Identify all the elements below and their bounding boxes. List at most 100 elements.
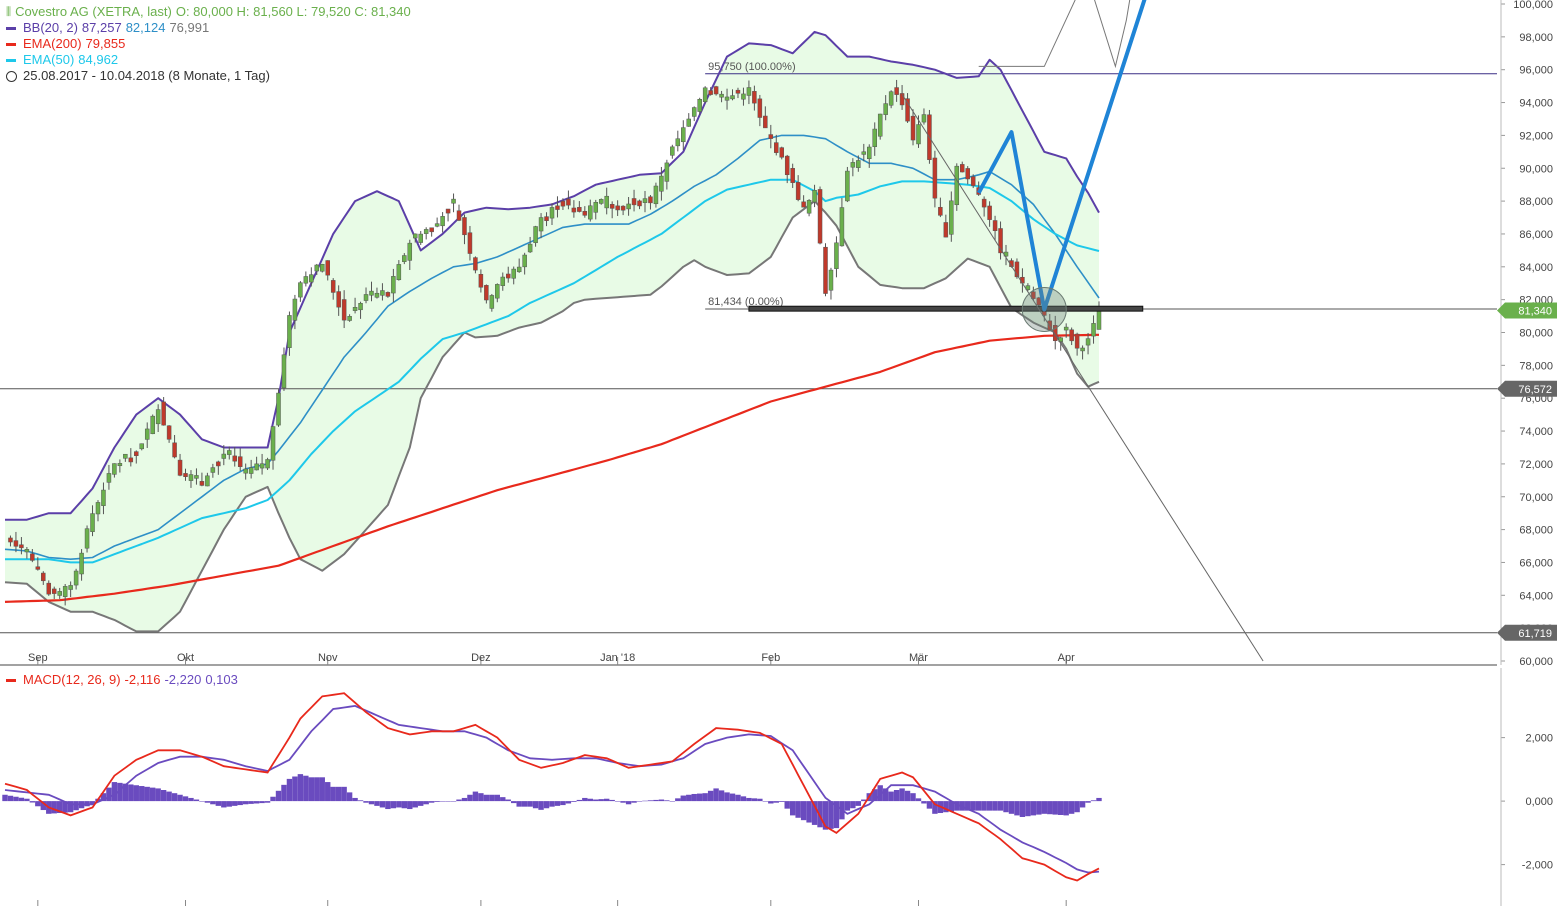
candle-body[interactable] xyxy=(1031,291,1036,299)
candle-body[interactable] xyxy=(216,461,221,467)
candle-body[interactable] xyxy=(13,540,19,547)
candle-body[interactable] xyxy=(150,415,155,435)
candle-body[interactable] xyxy=(527,243,533,253)
candle-body[interactable] xyxy=(828,269,834,291)
legend-ema50-row[interactable]: EMA(50) 84,962 xyxy=(6,52,411,68)
candle-body[interactable] xyxy=(8,537,13,543)
candle-body[interactable] xyxy=(227,450,232,455)
candle-body[interactable] xyxy=(648,196,653,204)
candle-body[interactable] xyxy=(779,147,784,158)
candle-body[interactable] xyxy=(752,91,757,104)
legend-bb-row[interactable]: BB(20, 2) 87,257 82,124 76,991 xyxy=(6,20,411,36)
candle-body[interactable] xyxy=(232,455,237,462)
candle-body[interactable] xyxy=(823,246,828,294)
candle-body[interactable] xyxy=(237,456,243,467)
candle-body[interactable] xyxy=(516,266,522,273)
candle-body[interactable] xyxy=(801,201,806,208)
candle-body[interactable] xyxy=(385,292,391,297)
candle-body[interactable] xyxy=(615,205,620,211)
candle-body[interactable] xyxy=(369,290,374,296)
candle-body[interactable] xyxy=(604,195,609,209)
candle-body[interactable] xyxy=(1052,325,1058,342)
candle-body[interactable] xyxy=(609,204,615,209)
candle-body[interactable] xyxy=(57,591,62,596)
candle-body[interactable] xyxy=(992,220,998,231)
candle-body[interactable] xyxy=(872,128,877,147)
candle-body[interactable] xyxy=(817,189,823,244)
candle-body[interactable] xyxy=(90,513,95,532)
candle-body[interactable] xyxy=(84,528,90,549)
candle-body[interactable] xyxy=(391,276,396,294)
candle-body[interactable] xyxy=(681,127,686,143)
candle-body[interactable] xyxy=(68,585,73,590)
candle-body[interactable] xyxy=(894,87,899,95)
candle-body[interactable] xyxy=(746,87,752,96)
candle-body[interactable] xyxy=(352,307,358,311)
price-tag-label[interactable]: 76,572 xyxy=(1518,384,1552,396)
candle-body[interactable] xyxy=(123,453,128,459)
candle-body[interactable] xyxy=(1069,329,1074,342)
candle-body[interactable] xyxy=(724,96,730,101)
candle-body[interactable] xyxy=(495,284,500,299)
candle-body[interactable] xyxy=(30,553,35,561)
candle-body[interactable] xyxy=(812,190,817,203)
candle-body[interactable] xyxy=(981,198,987,208)
candle-body[interactable] xyxy=(708,90,713,95)
candle-body[interactable] xyxy=(1085,338,1091,346)
candle-body[interactable] xyxy=(670,146,675,156)
candle-body[interactable] xyxy=(484,285,489,301)
candle-body[interactable] xyxy=(905,98,910,122)
candle-body[interactable] xyxy=(867,146,872,159)
candle-body[interactable] xyxy=(790,168,795,183)
candle-body[interactable] xyxy=(697,98,702,112)
candle-body[interactable] xyxy=(106,473,112,483)
candle-body[interactable] xyxy=(451,198,456,204)
candle-body[interactable] xyxy=(254,463,259,471)
price-tag-bg[interactable] xyxy=(1497,302,1557,319)
legend-ema200-row[interactable]: EMA(200) 79,855 xyxy=(6,36,411,52)
candle-body[interactable] xyxy=(265,459,270,469)
candle-body[interactable] xyxy=(921,114,927,123)
candle-body[interactable] xyxy=(134,451,139,456)
candle-body[interactable] xyxy=(79,552,84,575)
candle-body[interactable] xyxy=(571,207,577,213)
candle-body[interactable] xyxy=(784,155,790,176)
candle-body[interactable] xyxy=(155,409,161,425)
candle-body[interactable] xyxy=(965,168,970,180)
candle-body[interactable] xyxy=(210,467,216,473)
price-tag-label[interactable]: 81,340 xyxy=(1518,305,1552,317)
candle-body[interactable] xyxy=(735,89,741,94)
candle-body[interactable] xyxy=(1025,285,1031,290)
candle-body[interactable] xyxy=(719,93,724,98)
candle-body[interactable] xyxy=(960,164,965,173)
bb-lower-line[interactable] xyxy=(4,200,1100,633)
candle-body[interactable] xyxy=(467,232,473,254)
bb-middle-line[interactable] xyxy=(4,134,1100,561)
candle-body[interactable] xyxy=(374,292,380,298)
candle-body[interactable] xyxy=(544,216,549,221)
candle-body[interactable] xyxy=(598,199,604,204)
candle-body[interactable] xyxy=(489,295,495,309)
candle-body[interactable] xyxy=(161,401,166,426)
candle-body[interactable] xyxy=(396,264,402,281)
candle-body[interactable] xyxy=(287,315,292,348)
candle-body[interactable] xyxy=(642,198,648,203)
candle-body[interactable] xyxy=(932,157,938,199)
candle-body[interactable] xyxy=(363,294,369,301)
candle-body[interactable] xyxy=(845,170,850,202)
candle-body[interactable] xyxy=(834,242,839,269)
candle-body[interactable] xyxy=(177,459,183,476)
candle-body[interactable] xyxy=(303,276,309,284)
candle-body[interactable] xyxy=(194,475,199,479)
candle-body[interactable] xyxy=(888,91,894,106)
candle-body[interactable] xyxy=(51,588,57,594)
candle-body[interactable] xyxy=(172,442,177,458)
candle-body[interactable] xyxy=(330,280,336,293)
candle-body[interactable] xyxy=(407,242,413,261)
candle-body[interactable] xyxy=(856,160,861,168)
candle-body[interactable] xyxy=(538,217,544,232)
candle-body[interactable] xyxy=(593,202,599,213)
candle-body[interactable] xyxy=(577,207,582,212)
candle-body[interactable] xyxy=(675,138,681,147)
candle-body[interactable] xyxy=(336,291,341,308)
